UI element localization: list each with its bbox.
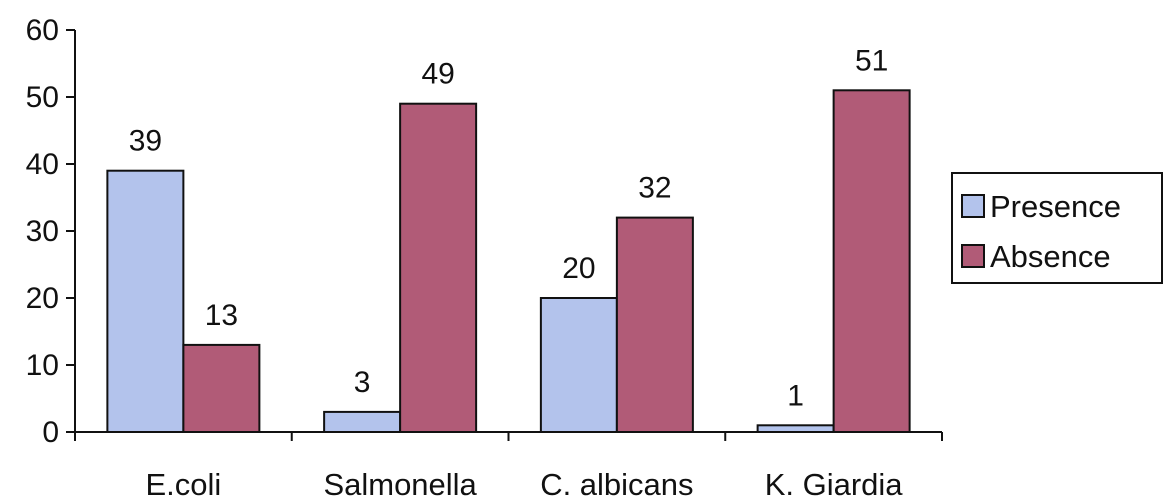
legend-swatch-presence: [961, 194, 985, 218]
x-category-label: Salmonella: [323, 467, 477, 502]
bar-absence-1: [182, 343, 261, 433]
data-label-absence-4: 51: [855, 44, 888, 77]
legend-swatch-absence: [961, 244, 985, 268]
legend-box: [951, 172, 1163, 284]
data-label-absence-3: 32: [638, 172, 671, 205]
bar-presence-1: [106, 169, 185, 433]
data-label-presence-4: 1: [787, 379, 804, 412]
bar-absence-3: [615, 216, 694, 433]
y-tick-label: 30: [26, 215, 59, 248]
labels-layer: 39 13 E.coli 3 49 Salmonella 20 32 C. albicans 1 5…: [129, 44, 904, 502]
y-tick-label: 10: [26, 349, 59, 382]
data-label-absence-1: 13: [205, 299, 238, 332]
legend-label-presence: Presence: [990, 189, 1121, 224]
bar-absence-4: [832, 89, 911, 434]
x-category-label: E.coli: [145, 467, 221, 502]
y-tick-label: 40: [26, 148, 59, 181]
y-tick-label: 20: [26, 282, 59, 315]
data-label-presence-1: 39: [129, 125, 162, 158]
bar-absence-2: [399, 102, 478, 433]
bar-presence-2: [323, 410, 402, 433]
bar-presence-4: [756, 424, 835, 433]
data-label-presence-3: 20: [562, 252, 595, 285]
y-tick-label: 60: [26, 14, 59, 47]
bar-presence-3: [539, 297, 618, 433]
x-category-label: K. Giardia: [765, 467, 904, 502]
legend: Presence Absence: [951, 172, 1163, 284]
x-category-label: C. albicans: [540, 467, 693, 502]
data-label-presence-2: 3: [354, 366, 371, 399]
data-label-absence-2: 49: [421, 58, 454, 91]
bars-layer: [106, 89, 911, 434]
y-tick-label: 50: [26, 81, 59, 114]
y-tick-label: 0: [42, 416, 59, 449]
legend-label-absence: Absence: [990, 239, 1111, 274]
